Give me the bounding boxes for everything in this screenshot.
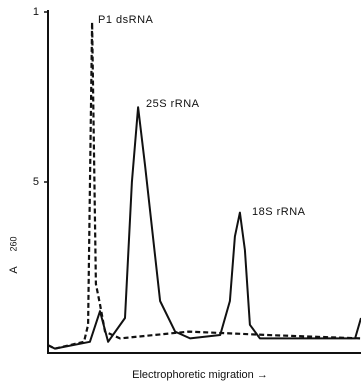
y-axis-label: A [8, 266, 20, 274]
peak-label: 25S rRNA [146, 98, 200, 110]
y-tick-label: 1 [33, 6, 39, 18]
peak-label: P1 dsRNA [98, 14, 154, 26]
y-tick-label: 5 [33, 176, 39, 188]
x-axis-label: Electrophoretic migration → [132, 369, 268, 381]
y-axis-label-subscript: 260 [8, 236, 18, 251]
trace [47, 21, 361, 350]
peak-label: 18S rRNA [252, 206, 306, 218]
